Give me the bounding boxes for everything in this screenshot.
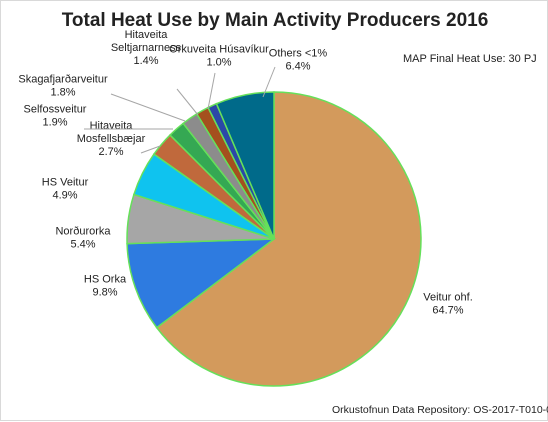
leader-line-9 — [262, 66, 276, 98]
slice-label-1: HS Orka 9.8% — [84, 274, 127, 299]
slice-label-5: Selfossveitur 1.9% — [24, 104, 87, 129]
slice-label-2: Norðurorka 5.4% — [55, 226, 111, 251]
leader-line-8 — [207, 72, 216, 110]
slice-label-7: Hitaveita Seltjarnarness 1.4% — [111, 29, 182, 67]
slice-label-3: HS Veitur 4.9% — [42, 177, 89, 202]
source-note: Orkustofnun Data Repository: OS-2017-T01… — [332, 404, 548, 416]
leader-line-4 — [140, 145, 161, 154]
pie-slice-1 — [126, 238, 277, 329]
chart-title: Total Heat Use by Main Activity Producer… — [61, 10, 489, 31]
pie-slice-0 — [155, 91, 422, 387]
leader-line-7 — [176, 88, 199, 116]
slice-label-0: Veitur ohf. 64.7% — [423, 292, 473, 317]
leader-line-6 — [110, 93, 186, 122]
pie-slice-9 — [215, 91, 275, 240]
slice-label-6: Skagafjarðarveitur 1.8% — [18, 74, 108, 99]
total-annotation: MAP Final Heat Use: 30 PJ — [403, 53, 537, 65]
slice-label-4: Hitaveita Mosfellsbæjar 2.7% — [77, 120, 146, 158]
slice-label-8: Orkuveita Húsavíkur 1.0% — [169, 44, 269, 69]
slice-label-9: Others <1% 6.4% — [269, 48, 328, 73]
